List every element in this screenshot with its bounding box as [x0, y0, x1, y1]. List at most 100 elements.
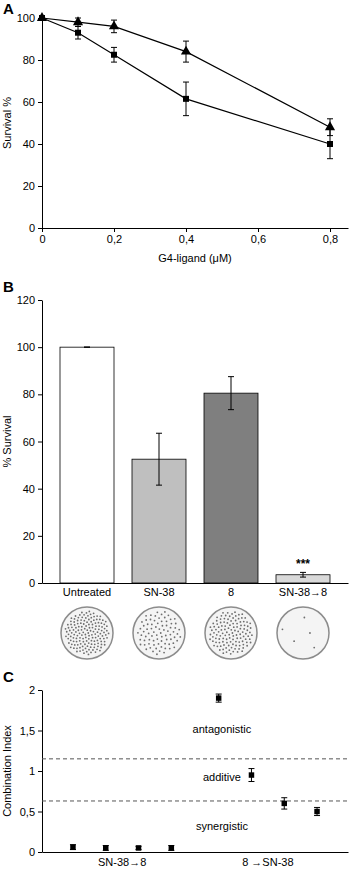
colony	[82, 631, 84, 633]
colony	[77, 629, 79, 631]
y-tick-label: 60	[23, 96, 35, 108]
colony	[101, 630, 103, 632]
colony	[70, 620, 72, 622]
colony	[79, 647, 81, 649]
colony	[80, 622, 82, 624]
colony	[88, 619, 90, 621]
x-tick-label: SN-38→8	[98, 856, 146, 868]
colony	[151, 623, 153, 625]
colony	[170, 627, 172, 629]
colony	[97, 631, 99, 633]
colony	[211, 629, 213, 631]
x-tick: 8	[228, 583, 234, 598]
y-tick-mark	[38, 771, 42, 772]
colony	[86, 651, 88, 653]
colony	[223, 644, 225, 646]
colony	[249, 631, 251, 633]
x-tick-mark	[114, 228, 115, 232]
y-tick: 20	[23, 530, 42, 542]
colony	[246, 645, 248, 647]
y-tick: 0,5	[20, 806, 42, 818]
colony	[229, 624, 231, 626]
point	[327, 141, 333, 147]
colony	[144, 644, 146, 646]
colony	[219, 635, 221, 637]
panel: ASurvival %00,20,40,60,8020406080100G4-l…	[1, 0, 349, 264]
colony	[166, 620, 168, 622]
y-tick: 2	[29, 684, 42, 696]
y-tick: 0	[29, 577, 42, 589]
error-bar	[228, 377, 234, 410]
plate	[133, 607, 185, 659]
point	[111, 52, 117, 58]
colony	[229, 637, 231, 639]
x-tick: SN-38→8	[98, 852, 146, 868]
colony	[104, 644, 106, 646]
colony	[235, 645, 237, 647]
colony	[88, 624, 90, 626]
colony	[73, 637, 75, 639]
y-tick: 0	[29, 846, 42, 858]
colony	[219, 649, 221, 651]
x-axis-title: G4-ligand (μM)	[158, 252, 232, 264]
colony	[232, 632, 234, 634]
colony	[100, 641, 102, 643]
colony	[155, 626, 157, 628]
colony	[216, 645, 218, 647]
panel-label: B	[3, 278, 14, 295]
colony	[150, 619, 152, 621]
colony	[244, 624, 246, 626]
colony	[80, 619, 82, 621]
colony	[148, 643, 150, 645]
x-axis: 00,20,40,60,8	[39, 228, 348, 245]
colony	[94, 628, 96, 630]
y-axis-line	[42, 301, 43, 584]
colony	[145, 615, 147, 617]
colony	[75, 627, 77, 629]
colony	[102, 619, 104, 621]
x-tick-label: Untreated	[63, 586, 111, 598]
colony	[152, 651, 154, 653]
colony	[98, 628, 100, 630]
colony	[82, 649, 84, 651]
colony	[226, 631, 228, 633]
colony	[210, 634, 212, 636]
colony	[82, 638, 84, 640]
colony	[242, 640, 244, 642]
error-bar	[70, 845, 76, 850]
colony	[246, 641, 248, 643]
colony	[219, 642, 221, 644]
colony	[220, 645, 222, 647]
x-tick-mark	[258, 228, 259, 232]
colony	[81, 616, 83, 618]
colony	[97, 645, 99, 647]
x-tick: 0	[39, 228, 45, 245]
colony	[88, 642, 90, 644]
y-tick-label: 20	[23, 530, 35, 542]
colony	[81, 612, 83, 614]
error-bar	[111, 47, 117, 62]
colony	[96, 615, 98, 617]
colony	[313, 647, 315, 649]
colony	[77, 623, 79, 625]
colony	[228, 634, 230, 636]
error-bar	[183, 82, 189, 116]
colony	[238, 648, 240, 650]
y-tick-label: 0	[29, 222, 35, 234]
colony	[222, 638, 224, 640]
colony	[228, 645, 230, 647]
colony	[236, 637, 238, 639]
colony	[73, 629, 75, 631]
x-tick-label: SN-38→8	[279, 586, 327, 598]
colony	[212, 623, 214, 625]
colony	[94, 643, 96, 645]
x-tick-label: 8 →SN-38	[242, 856, 293, 868]
colony	[243, 628, 245, 630]
colony	[174, 618, 176, 620]
colony	[143, 631, 145, 633]
y-tick-mark	[38, 731, 42, 732]
plate-dish	[133, 607, 185, 659]
y-tick-label: 1	[29, 765, 35, 777]
colony	[231, 647, 233, 649]
colony	[309, 632, 311, 634]
